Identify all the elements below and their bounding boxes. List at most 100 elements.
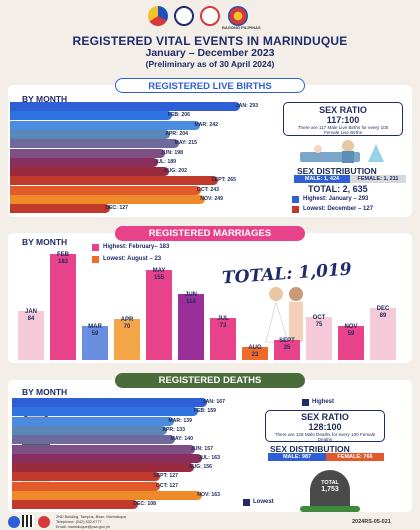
- births-sex-ratio-note: There are 117 Male Live Births for every…: [297, 125, 389, 135]
- marriages-lowest-label: Lowest: August – 23: [103, 256, 162, 262]
- births-bar-label-aug: AUG: 202: [163, 168, 187, 175]
- deaths-lowest-label: Lowest: [253, 499, 274, 505]
- births-bar-label-mar: MAR: 242: [194, 121, 218, 128]
- births-bar-jul: [10, 157, 158, 167]
- page-note: (Preliminary as of 30 April 2024): [145, 59, 275, 69]
- marriages-bar-feb: [50, 254, 76, 360]
- logo-label: BAGONG PILIPINAS: [222, 25, 261, 30]
- births-bar-oct: [10, 185, 201, 195]
- deaths-sex-dist-title: SEX DISTRIBUTION: [270, 444, 350, 454]
- crvs-logo-icon: [200, 6, 220, 26]
- deaths-bar-label-nov: NOV: 163: [197, 492, 220, 498]
- marriages-bar-label-aug: AUG 23: [248, 345, 262, 358]
- marriages-bar-label-jul: JUL 73: [217, 316, 229, 329]
- footer-seal-icon: [38, 516, 50, 528]
- marriages-bar-oct: [306, 317, 332, 360]
- births-bar-label-nov: NOV: 249: [200, 196, 223, 202]
- births-bars: JAN: 293 FEB: 206 MAR: 242 APR: 204 MAY: 215…: [10, 102, 265, 214]
- marriages-bar-label-may: MAY 155: [152, 268, 166, 281]
- marriages-highest-label: Highest: February– 183: [103, 244, 170, 250]
- footer-email: Email: marinduque@psa.gov.ph: [56, 525, 110, 529]
- marriages-bar-dec: [370, 308, 396, 360]
- deaths-bar-feb: [12, 407, 198, 417]
- marriages-bar-nov: [338, 326, 364, 360]
- marriages-bar-label-jun: JUN 114: [184, 292, 197, 305]
- deaths-by-month-label: BY MONTH: [22, 387, 68, 397]
- deaths-bar-may: [12, 435, 175, 445]
- marriages-bar-aug: [242, 347, 268, 360]
- footer-address: 2ND Building, Tampus, Boac, Marinduque: [56, 515, 127, 519]
- deaths-bar-label-apr: APR: 133: [162, 426, 185, 433]
- births-bar-label-apr: APR: 204: [165, 130, 188, 137]
- footer: 2ND Building, Tampus, Boac, Marinduque T…: [0, 514, 420, 530]
- births-highest-label: Highest: January – 293: [303, 196, 369, 202]
- deaths-bar-apr: [12, 425, 167, 435]
- births-bar-label-may: MAY: 215: [174, 140, 198, 147]
- deaths-bar-oct: [12, 481, 160, 491]
- nurse-baby-icon: [300, 140, 384, 163]
- deaths-bar-label-sept: SEPT: 127: [153, 473, 178, 480]
- marriages-bar-label-sept: SEPT 35: [279, 338, 295, 351]
- deaths-bar-label-jan: JAN: 167: [202, 399, 225, 405]
- grass-strip: [300, 506, 360, 512]
- footer-qr-icon: [22, 515, 34, 527]
- deaths-bar-dec: [12, 500, 138, 510]
- marriages-bar-label-nov: NOV 59: [344, 324, 358, 337]
- marriages-bar-sept: [274, 340, 300, 360]
- births-bar-feb: [10, 111, 172, 121]
- deaths-total-label: TOTAL: [321, 480, 339, 486]
- births-bar-aug: [10, 167, 169, 177]
- marriages-bar-label-feb: FEB 183: [57, 252, 69, 265]
- births-bar-label-dec: DEC: 127: [105, 205, 128, 212]
- marriages-section-title: REGISTERED MARRIAGES: [115, 226, 305, 241]
- births-nurse-illustration: [298, 138, 398, 164]
- deaths-bar-sept: [12, 472, 160, 482]
- deaths-total-value: 1,753: [321, 486, 339, 493]
- marriages-bar-may: [146, 270, 172, 360]
- footer-code: 2024RS-05-021: [352, 519, 391, 525]
- bagong-pilipinas-logo-icon: [228, 6, 248, 26]
- births-bar-dec: [10, 204, 110, 214]
- psa-seal-icon: [174, 6, 194, 26]
- deaths-section-title: REGISTERED DEATHS: [115, 373, 305, 388]
- tombstone-icon: TOTAL 1,753: [310, 470, 350, 510]
- births-bar-apr: [10, 129, 170, 139]
- births-bar-jun: [10, 148, 165, 158]
- deaths-bar-label-jun: JUN: 157: [190, 445, 213, 452]
- marriages-highest-swatch: [92, 244, 99, 251]
- deaths-bar-jan: [12, 398, 207, 407]
- marriages-bar-mar: [82, 326, 108, 360]
- births-sex-ratio-box: SEX RATIO 117:100 There are 117 Male Liv…: [283, 102, 403, 136]
- deaths-bar-label-mar: MAR: 139: [168, 417, 192, 424]
- marriages-bars: JAN 84 FEB 183 MAR 59 APR 70 MAY 155 JUN 114 JUL 73 AU…: [18, 246, 398, 360]
- births-total: TOTAL: 2, 635: [308, 184, 368, 194]
- births-bar-nov: [10, 195, 205, 204]
- deaths-bar-nov: [12, 491, 202, 500]
- births-bar-jan: [10, 102, 240, 111]
- marriages-bar-label-dec: DEC 89: [376, 306, 390, 319]
- births-highest-swatch: [292, 196, 299, 203]
- births-bar-label-jun: JUN: 198: [160, 149, 183, 156]
- births-bar-label-feb: FEB: 206: [167, 112, 190, 119]
- deaths-highest-label: Highest: [312, 399, 335, 405]
- deaths-bar-aug: [12, 463, 194, 473]
- births-sex-ratio-value: 117:100: [326, 115, 360, 125]
- page-period: January – December 2023: [145, 47, 275, 59]
- marriages-bar-apr: [114, 319, 140, 360]
- marriages-by-month-label: BY MONTH: [22, 237, 68, 247]
- births-female-badge: FEMALE: 1, 211: [350, 175, 406, 183]
- header-logos: BAGONG PILIPINAS: [0, 2, 420, 30]
- marriages-bar-jan: [18, 311, 44, 360]
- births-bar-label-sept: SEPT: 265: [211, 177, 236, 184]
- births-lowest-label: Lowest: December – 127: [303, 206, 374, 212]
- marriages-bar-jun: [178, 294, 204, 360]
- deaths-bar-jul: [12, 453, 202, 463]
- births-bar-mar: [10, 120, 200, 130]
- births-bar-label-oct: OCT: 243: [196, 186, 219, 193]
- psa-logo-icon: [148, 6, 168, 26]
- deaths-bar-mar: [12, 416, 174, 426]
- deaths-sex-ratio-box: SEX RATIO 128:100 There are 128 Male Dea…: [265, 410, 385, 442]
- marriages-bar-label-jan: JAN 84: [24, 309, 37, 322]
- footer-phone: Telephone: (042) 332-0777: [56, 520, 102, 524]
- deaths-sex-ratio-note: There are 128 Male Deaths for every 100 …: [274, 432, 376, 442]
